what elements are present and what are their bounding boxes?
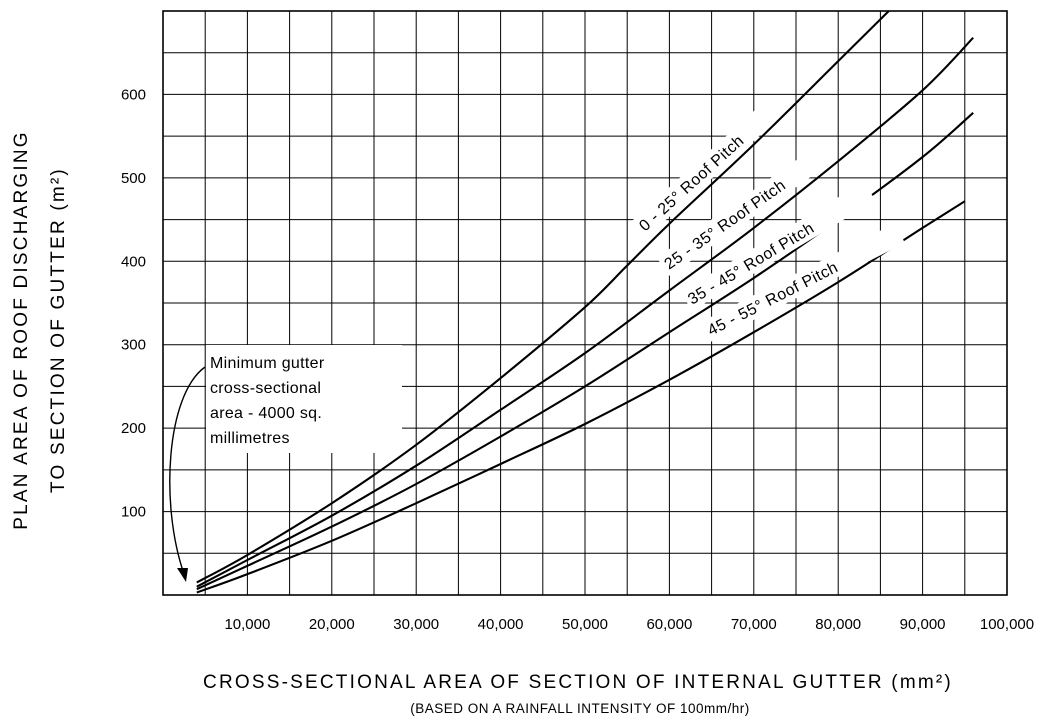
curve-series-1 (196, 10, 890, 584)
x-axis-ticks: 10,000 20,000 30,000 40,000 50,000 60,000 70,0… (224, 616, 1034, 633)
curve-series-4 (196, 200, 966, 594)
annotation-arrow (169, 366, 206, 575)
y-tick-label: 200 (121, 420, 146, 437)
curve-label-group: 0 - 25° Roof Pitch (631, 102, 779, 238)
annotation-line-3: area - 4000 sq. (210, 405, 322, 422)
x-axis-title: CROSS-SECTIONAL AREA OF SECTION OF INTER… (203, 672, 953, 693)
annotation-line-4: millimetres (210, 430, 290, 447)
curve-label-background (631, 102, 779, 238)
y-tick-label: 600 (121, 86, 146, 103)
y-tick-background (104, 333, 152, 356)
curve-series-2 (196, 36, 974, 588)
annotation-background (206, 345, 402, 453)
annotation-line-2: cross-sectional (210, 380, 321, 397)
y-tick-background (104, 417, 152, 440)
x-tick-label: 10,000 (224, 616, 270, 633)
y-tick-label: 400 (121, 253, 146, 270)
y-tick-label: 300 (121, 337, 146, 354)
annotation-line-1: Minimum gutter (210, 355, 325, 372)
x-tick-label: 70,000 (731, 616, 777, 633)
minimum-gutter-annotation: Minimum gutter cross-sectional area - 40… (169, 345, 402, 582)
y-axis-title-line-2: TO SECTION OF GUTTER (m²) (48, 167, 69, 493)
y-tick-background (104, 166, 152, 189)
x-tick-label: 90,000 (900, 616, 946, 633)
x-tick-label: 30,000 (393, 616, 439, 633)
x-tick-label: 100,000 (980, 616, 1034, 633)
y-axis-title-line-1: PLAN AREA OF ROOF DISCHARGING (11, 130, 32, 530)
y-tick-background (104, 83, 152, 106)
x-tick-label: 60,000 (646, 616, 692, 633)
y-tick-background (104, 500, 152, 523)
x-tick-label: 80,000 (815, 616, 861, 633)
x-tick-label: 20,000 (309, 616, 355, 633)
x-tick-label: 50,000 (562, 616, 608, 633)
curve-label-background (700, 223, 905, 342)
x-tick-label: 40,000 (478, 616, 524, 633)
y-tick-label: 100 (121, 504, 146, 521)
y-tick-label: 500 (121, 170, 146, 187)
y-tick-background (104, 250, 152, 273)
grid (163, 11, 1007, 595)
x-axis-note: (BASED ON A RAINFALL INTENSITY OF 100mm/… (410, 701, 750, 716)
plot-frame (162, 10, 1008, 596)
arrow-head-icon (177, 568, 188, 582)
curve-label-background (656, 143, 834, 276)
curve-label-background (680, 181, 876, 311)
y-axis-ticks: 100 200 300 400 500 600 (104, 83, 152, 523)
